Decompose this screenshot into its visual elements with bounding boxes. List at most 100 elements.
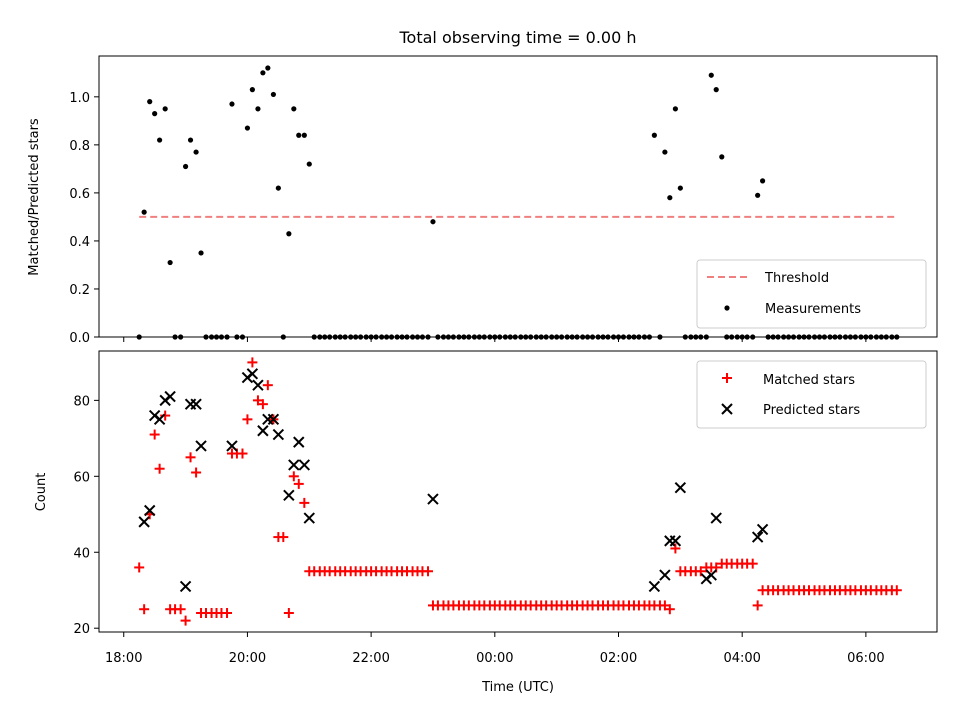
legend-measurements-label: Measurements xyxy=(765,302,861,317)
bottom-plot-marks xyxy=(134,357,902,626)
top-legend-box xyxy=(696,259,927,329)
predicted-star-point xyxy=(283,489,295,502)
measurement-point xyxy=(162,106,168,112)
top-y-tick-label: 0.0 xyxy=(69,331,90,346)
measurement-point xyxy=(260,70,266,76)
matched-star-point xyxy=(175,604,186,615)
predicted-star-point xyxy=(288,459,300,471)
predicted-star-point xyxy=(164,390,176,403)
bottom-x-tick-label: 00:00 xyxy=(476,651,513,666)
bottom-x-tick-label: 02:00 xyxy=(600,651,637,666)
predicted-star-point xyxy=(190,398,202,410)
bottom-x-tick-label: 22:00 xyxy=(352,651,389,666)
top-x-ticks xyxy=(123,337,867,342)
predicted-star-point xyxy=(710,512,722,524)
measurement-point xyxy=(755,192,761,198)
predicted-star-point xyxy=(257,425,269,437)
legend-matched-label: Matched stars xyxy=(763,373,855,388)
legend-predicted-swatch xyxy=(721,403,733,415)
figure-title: Total observing time = 0.00 h xyxy=(398,28,636,47)
top-y-axis: 0.0 0.2 0.4 0.6 0.8 1.0 xyxy=(69,91,99,346)
bottom-x-axis-label: Time (UTC) xyxy=(481,680,554,695)
bottom-x-axis: 18:00 20:00 22:00 00:00 02:00 04:00 06:00 xyxy=(105,632,885,666)
measurement-point xyxy=(430,219,436,225)
top-y-tick-label: 0.8 xyxy=(69,139,90,154)
top-y-tick-label: 0.2 xyxy=(69,283,90,298)
bottom-legend-box xyxy=(696,360,927,429)
predicted-star-point xyxy=(226,440,238,452)
measurement-point xyxy=(152,111,158,117)
measurement-point xyxy=(270,91,277,98)
measurement-point xyxy=(147,99,153,105)
bottom-y-tick-label: 40 xyxy=(73,546,90,561)
top-y-tick-label: 1.0 xyxy=(69,91,90,106)
bottom-x-tick-label: 06:00 xyxy=(847,651,884,666)
matched-star-point xyxy=(747,558,758,569)
measurement-point xyxy=(667,195,673,201)
measurement-point xyxy=(275,185,281,191)
measurement-point xyxy=(306,161,312,167)
matched-star-point xyxy=(664,604,675,615)
measurement-point xyxy=(187,137,194,143)
bottom-y-axis-label: Count xyxy=(34,473,49,512)
top-y-axis-label: Matched/Predicted stars xyxy=(27,118,42,276)
bottom-x-tick-label: 20:00 xyxy=(229,651,266,666)
measurement-point xyxy=(198,250,204,256)
bottom-legend: Matched stars Predicted stars xyxy=(696,360,927,429)
matched-star-point xyxy=(299,497,310,508)
top-y-tick-label: 0.4 xyxy=(69,235,90,250)
predicted-star-point xyxy=(272,428,285,441)
predicted-star-point xyxy=(751,531,764,543)
legend-measurements-swatch xyxy=(724,305,730,311)
matched-star-point xyxy=(237,448,248,459)
predicted-star-point xyxy=(659,569,671,581)
predicted-star-point xyxy=(705,569,717,581)
measurement-point xyxy=(672,106,678,112)
matched-star-point xyxy=(149,429,160,440)
measurement-point xyxy=(301,132,307,138)
measurement-point xyxy=(249,87,255,93)
top-axes-frame xyxy=(98,55,938,338)
matched-star-point xyxy=(891,585,902,596)
predicted-star-point xyxy=(144,504,156,517)
measurement-point xyxy=(677,185,683,191)
matched-star-point xyxy=(139,604,150,615)
matched-star-point xyxy=(247,357,258,368)
measurement-point xyxy=(662,149,668,155)
matched-star-point xyxy=(288,471,299,482)
legend-threshold-label: Threshold xyxy=(764,271,829,286)
bottom-x-tick-label: 18:00 xyxy=(105,651,142,666)
matched-star-point xyxy=(160,410,171,421)
predicted-star-point xyxy=(674,481,687,494)
measurement-point xyxy=(286,231,292,237)
matched-star-point xyxy=(134,562,145,573)
predicted-star-point xyxy=(293,436,305,448)
bottom-panel: 20 40 60 80 18:00 20:00 22:00 00:00 02:00 04:00 0… xyxy=(34,350,938,695)
matched-star-point xyxy=(262,380,273,391)
matched-star-point xyxy=(242,414,253,425)
measurement-point xyxy=(244,125,251,131)
matched-star-point xyxy=(293,478,304,489)
predicted-star-point xyxy=(669,535,682,547)
bottom-y-tick-label: 20 xyxy=(73,622,90,637)
matched-star-point xyxy=(257,399,268,410)
predicted-star-point xyxy=(246,368,259,380)
bottom-y-axis: 20 40 60 80 xyxy=(73,394,99,637)
measurement-point xyxy=(229,101,235,107)
measurement-point xyxy=(708,72,714,78)
measurement-point xyxy=(255,106,261,112)
predicted-star-point xyxy=(648,580,661,593)
bottom-y-tick-label: 60 xyxy=(73,470,90,485)
legend-matched-swatch xyxy=(722,373,732,383)
bottom-axes-frame xyxy=(98,350,938,633)
matched-star-point xyxy=(154,463,165,474)
measurement-point xyxy=(713,87,719,93)
predicted-star-point xyxy=(195,440,207,452)
top-y-tick-label: 0.6 xyxy=(69,187,90,202)
measurement-point xyxy=(157,137,163,143)
predicted-star-point xyxy=(153,413,166,426)
measurement-point xyxy=(651,132,657,138)
matched-star-point xyxy=(222,608,233,619)
